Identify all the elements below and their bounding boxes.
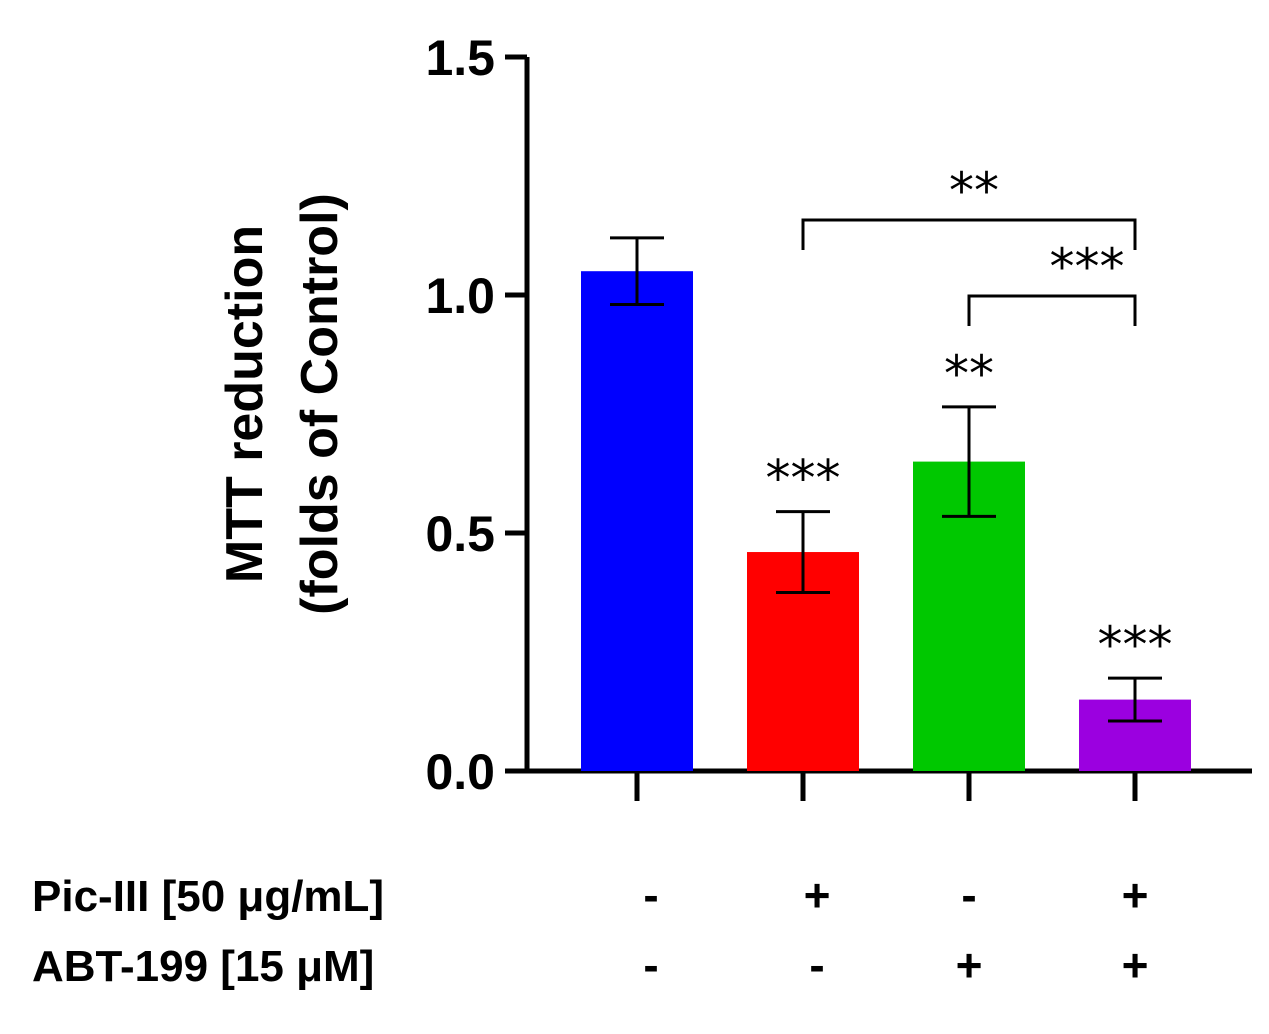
comparison-bracket <box>801 218 1137 250</box>
y-axis-title-line1: MTT reduction <box>216 225 274 583</box>
condition-row-label: ABT-199 [15 μM] <box>32 942 374 991</box>
y-tick-label: 0.5 <box>425 506 495 562</box>
condition-sign: + <box>1122 939 1149 991</box>
condition-sign: + <box>1122 869 1149 921</box>
y-tick-label: 1.5 <box>425 30 495 86</box>
condition-sign: - <box>643 939 658 991</box>
significance-mark: *** <box>1098 616 1173 674</box>
error-bars <box>610 236 1162 723</box>
condition-sign: + <box>956 939 983 991</box>
bars <box>581 271 1191 771</box>
condition-table: Pic-III [50 μg/mL] - + - + ABT-199 [15 μM] - - +… <box>32 869 1148 991</box>
condition-sign: - <box>643 869 658 921</box>
y-tick-label: 1.0 <box>425 268 495 324</box>
condition-sign: - <box>809 939 824 991</box>
bar <box>581 271 693 771</box>
comparison-brackets: ***** <box>801 162 1137 326</box>
comparison-bracket <box>967 294 1137 326</box>
significance-mark: *** <box>766 450 841 508</box>
y-axis-title: MTT reduction (folds of Control) <box>216 193 349 615</box>
condition-sign: + <box>804 869 831 921</box>
condition-row-label: Pic-III [50 μg/mL] <box>32 872 384 921</box>
y-tick-label: 0.0 <box>425 744 495 800</box>
comparison-label: ** <box>949 162 999 220</box>
condition-sign: - <box>961 869 976 921</box>
y-axis-title-line2: (folds of Control) <box>291 193 349 615</box>
comparison-label: *** <box>1050 238 1125 296</box>
significance-marks: ******** <box>766 345 1173 674</box>
significance-mark: ** <box>944 345 994 403</box>
